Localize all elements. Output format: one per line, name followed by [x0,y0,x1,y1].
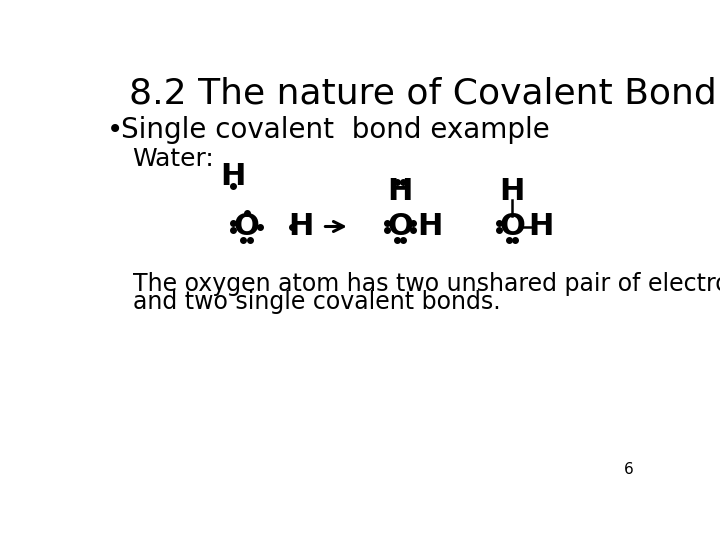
Text: H: H [500,177,525,206]
Text: Water:: Water: [132,147,215,171]
Text: H: H [417,212,442,241]
Text: H: H [387,177,413,206]
Text: H: H [288,212,313,241]
Text: O: O [233,212,259,241]
Text: O: O [500,212,526,241]
Text: 6: 6 [624,462,634,477]
Text: The oxygen atom has two unshared pair of electrons: The oxygen atom has two unshared pair of… [132,272,720,296]
Text: Single covalent  bond example: Single covalent bond example [121,116,550,144]
Text: •: • [107,116,123,144]
Text: H: H [528,212,554,241]
Text: H: H [221,162,246,191]
Text: and two single covalent bonds.: and two single covalent bonds. [132,290,500,314]
Text: O: O [387,212,413,241]
Text: 8.2 The nature of Covalent Bonding: 8.2 The nature of Covalent Bonding [129,77,720,111]
